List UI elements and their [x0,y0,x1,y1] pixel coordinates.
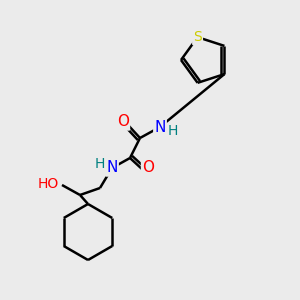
Text: N: N [154,119,166,134]
Text: H: H [168,124,178,138]
Text: H: H [95,157,105,171]
Text: S: S [193,30,202,44]
Text: O: O [142,160,154,175]
Text: HO: HO [38,177,59,191]
Text: N: N [106,160,118,175]
Text: O: O [117,115,129,130]
